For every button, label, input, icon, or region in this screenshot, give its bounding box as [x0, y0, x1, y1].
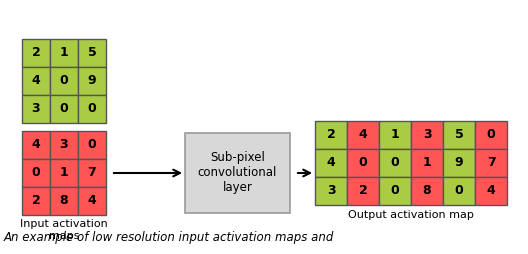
- Bar: [379, 149, 411, 177]
- Text: 0: 0: [391, 184, 399, 198]
- Text: 3: 3: [423, 129, 431, 141]
- Text: 8: 8: [60, 195, 68, 208]
- Text: 3: 3: [60, 138, 68, 151]
- Text: 0: 0: [88, 138, 97, 151]
- Bar: [347, 149, 379, 177]
- Bar: [347, 121, 379, 149]
- Bar: [315, 177, 347, 205]
- Text: 2: 2: [327, 129, 335, 141]
- Text: 0: 0: [60, 74, 68, 87]
- Text: 0: 0: [487, 129, 495, 141]
- Text: 2: 2: [32, 195, 40, 208]
- Text: 4: 4: [32, 138, 40, 151]
- Text: Input activation
maps: Input activation maps: [20, 219, 108, 241]
- Bar: [50, 131, 78, 159]
- Bar: [22, 39, 50, 67]
- Bar: [22, 67, 50, 95]
- Bar: [22, 187, 50, 215]
- Bar: [78, 159, 106, 187]
- Bar: [475, 177, 507, 205]
- Text: 8: 8: [423, 184, 431, 198]
- Text: 4: 4: [88, 195, 97, 208]
- Bar: [185, 133, 290, 213]
- Bar: [315, 121, 347, 149]
- Text: 7: 7: [487, 156, 495, 169]
- Bar: [22, 131, 50, 159]
- Bar: [78, 131, 106, 159]
- Bar: [347, 177, 379, 205]
- Text: 7: 7: [88, 167, 97, 180]
- Bar: [315, 149, 347, 177]
- Bar: [411, 177, 443, 205]
- Text: 4: 4: [487, 184, 495, 198]
- Text: 0: 0: [32, 167, 40, 180]
- Text: 1: 1: [391, 129, 399, 141]
- Text: 4: 4: [327, 156, 335, 169]
- Text: 0: 0: [359, 156, 367, 169]
- Bar: [22, 95, 50, 123]
- Bar: [50, 187, 78, 215]
- Bar: [50, 95, 78, 123]
- Text: 1: 1: [60, 167, 68, 180]
- Text: 3: 3: [32, 103, 40, 116]
- Bar: [78, 67, 106, 95]
- Bar: [411, 149, 443, 177]
- Bar: [379, 177, 411, 205]
- Text: 9: 9: [455, 156, 463, 169]
- Text: An example of low resolution input activation maps and: An example of low resolution input activ…: [4, 231, 334, 244]
- Text: 0: 0: [455, 184, 464, 198]
- Text: 0: 0: [391, 156, 399, 169]
- Bar: [443, 149, 475, 177]
- Text: 4: 4: [32, 74, 40, 87]
- Text: 0: 0: [88, 103, 97, 116]
- Text: 2: 2: [359, 184, 367, 198]
- Bar: [50, 39, 78, 67]
- Bar: [475, 149, 507, 177]
- Text: 3: 3: [327, 184, 335, 198]
- Bar: [379, 121, 411, 149]
- Text: 5: 5: [88, 46, 97, 59]
- Bar: [443, 121, 475, 149]
- Text: 0: 0: [60, 103, 68, 116]
- Text: 9: 9: [88, 74, 96, 87]
- Text: 4: 4: [359, 129, 367, 141]
- Bar: [78, 187, 106, 215]
- Bar: [78, 39, 106, 67]
- Bar: [411, 121, 443, 149]
- Bar: [475, 121, 507, 149]
- Bar: [22, 159, 50, 187]
- Bar: [443, 177, 475, 205]
- Bar: [50, 159, 78, 187]
- Bar: [50, 67, 78, 95]
- Bar: [78, 95, 106, 123]
- Text: 1: 1: [60, 46, 68, 59]
- Text: 1: 1: [422, 156, 431, 169]
- Text: 2: 2: [32, 46, 40, 59]
- Text: 5: 5: [455, 129, 464, 141]
- Text: Output activation map: Output activation map: [348, 210, 474, 220]
- Text: Sub-pixel
convolutional
layer: Sub-pixel convolutional layer: [198, 151, 277, 195]
